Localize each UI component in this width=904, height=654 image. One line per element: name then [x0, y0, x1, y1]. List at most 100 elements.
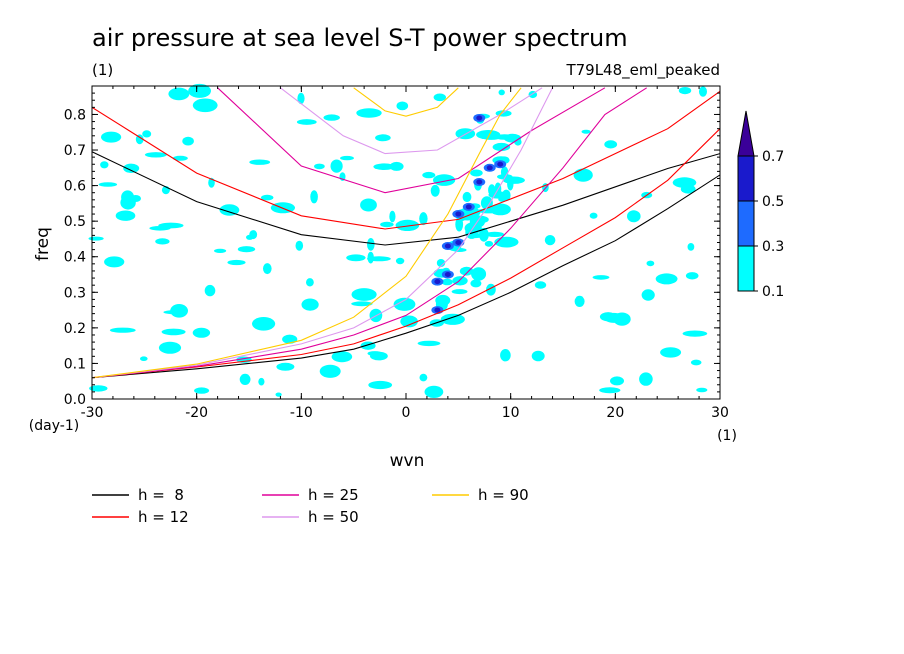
- x-tick-label: -10: [290, 405, 313, 421]
- contour-patch: [168, 87, 190, 101]
- contour-patch: [360, 198, 377, 212]
- contour-patch-high: [476, 179, 483, 185]
- contour-patch: [214, 248, 227, 253]
- contour-patch: [424, 385, 444, 398]
- contour-patch: [373, 163, 396, 170]
- contour-patch: [258, 377, 265, 386]
- contour-patch: [480, 196, 493, 210]
- contour-patch: [610, 376, 624, 386]
- x-tick-label: -30: [81, 405, 104, 421]
- contour-patch: [158, 341, 182, 354]
- contour-patch: [441, 278, 453, 286]
- contour-patch: [276, 362, 295, 371]
- run-label: T79L48_eml_peaked: [565, 61, 720, 80]
- contour-patch: [367, 251, 374, 264]
- contour-patch: [261, 194, 274, 201]
- contour-patch: [485, 231, 505, 237]
- contour-patch: [172, 155, 188, 161]
- contour-patch: [422, 171, 436, 179]
- contour-patch: [282, 334, 298, 344]
- y-units-label: (day-1): [29, 418, 79, 434]
- contour-patch: [574, 295, 585, 307]
- contour-patch: [98, 182, 118, 187]
- contour-patch: [604, 140, 618, 149]
- contour-patch: [296, 119, 317, 125]
- colorbar-label: 0.7: [762, 149, 784, 165]
- contour-patch-high: [476, 115, 483, 121]
- contour-patch: [462, 191, 472, 203]
- x-tick-label: 10: [502, 405, 520, 421]
- y-tick-label: 0.5: [64, 214, 86, 230]
- contour-patch: [488, 191, 508, 199]
- contour-patch: [323, 114, 340, 121]
- contour-patch: [149, 226, 171, 231]
- y-tick-label: 0.8: [64, 107, 86, 123]
- contour-patch: [484, 240, 494, 247]
- contour-patch: [367, 238, 375, 251]
- contour-fills: [88, 83, 708, 398]
- legend-label: h = 8: [138, 486, 184, 504]
- contour-patch: [351, 301, 373, 307]
- x-tick-label: -20: [185, 405, 208, 421]
- contour-patch: [123, 163, 140, 173]
- contour-patch: [685, 272, 699, 280]
- contour-patch: [433, 93, 446, 102]
- contour-patch: [170, 304, 189, 318]
- contour-patch: [592, 275, 610, 280]
- contour-patch: [581, 129, 591, 134]
- contour-patch: [639, 372, 653, 386]
- contour-patch: [330, 159, 343, 173]
- contour-patch: [109, 327, 136, 333]
- contour-patch-high: [465, 204, 472, 210]
- contour-patch: [249, 159, 271, 165]
- chart-title: air pressure at sea level S-T power spec…: [92, 24, 628, 52]
- contour-patch-high: [444, 272, 451, 278]
- contour-patch-high: [434, 279, 441, 285]
- contour-patch: [219, 204, 240, 216]
- contour-patch: [104, 256, 125, 268]
- contour-patch-high: [455, 211, 462, 217]
- contour-patch: [699, 86, 707, 97]
- contour-patch: [142, 130, 152, 138]
- dispersion-curves: [92, 87, 720, 379]
- contour-patch: [375, 134, 391, 142]
- x-tick-label: 30: [711, 405, 729, 421]
- contour-patch: [472, 215, 489, 224]
- contour-patch: [682, 330, 708, 337]
- contour-patch-high: [497, 161, 504, 167]
- contour-patch: [430, 184, 440, 197]
- colorbar-segment: [737, 155, 755, 202]
- contour-patch: [194, 387, 210, 394]
- contour-patch: [393, 297, 416, 311]
- contour-patch: [627, 210, 641, 223]
- colorbar-label: 0.1: [762, 284, 784, 300]
- contour-patch: [687, 243, 695, 251]
- contour-patch: [314, 163, 325, 170]
- colorbar-segment: [737, 245, 755, 292]
- contour-patch-high: [455, 240, 462, 245]
- contour-patch: [188, 83, 212, 98]
- contour-patch: [161, 328, 186, 336]
- colorbar-extend-arrow: [737, 110, 755, 157]
- contour-patch: [88, 236, 104, 241]
- x-tick-label: 0: [402, 405, 411, 421]
- curve-upper: [217, 87, 606, 194]
- contour-patch: [306, 278, 314, 287]
- contour-patch: [275, 392, 282, 397]
- contour-patch: [494, 236, 519, 248]
- curve-lower: [92, 87, 522, 379]
- contour-patch: [135, 134, 144, 145]
- y-tick-label: 0.4: [64, 250, 86, 266]
- contour-patch: [696, 387, 708, 393]
- contour-patch: [603, 312, 624, 323]
- contour-patch: [346, 254, 366, 262]
- curve-lower: [92, 87, 553, 379]
- contour-patch: [641, 289, 655, 301]
- contour-patch: [368, 380, 393, 390]
- contour-patch: [239, 373, 251, 385]
- curve-upper: [353, 87, 459, 117]
- contour-patch: [295, 240, 304, 251]
- contour-patch: [227, 259, 246, 266]
- legend: h = 8 h = 12 h = 25 h = 50 h = 90: [92, 486, 529, 526]
